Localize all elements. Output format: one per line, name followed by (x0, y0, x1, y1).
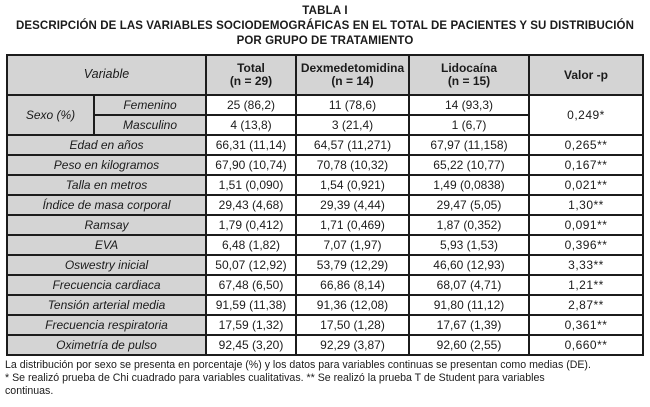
cell-dexmedetomidina: 1,54 (0,921) (295, 173, 410, 196)
cell-valor-p: 0,091** (528, 213, 644, 236)
cell-valor-p: 3,33** (528, 253, 644, 276)
cell-total: 66,31 (11,14) (205, 133, 297, 156)
header-lidocaina: Lidocaína (n = 15) (408, 53, 530, 96)
cell-lidocaina: 1 (6,7) (408, 113, 530, 136)
cell-total: 17,59 (1,32) (205, 313, 297, 336)
table-number-title: TABLA I (302, 5, 348, 17)
table-row-frecuencia-respiratoria: Frecuencia respiratoria 17,59 (1,32) 17,… (6, 313, 644, 336)
cell-dexmedetomidina: 1,71 (0,469) (295, 213, 410, 236)
table-row-talla: Talla en metros 1,51 (0,090) 1,54 (0,921… (6, 173, 644, 196)
table-subtitle: DESCRIPCIÓN DE LAS VARIABLES SOCIODEMOGR… (15, 20, 635, 47)
cell-total: 67,90 (10,74) (205, 153, 297, 176)
cell-lidocaina: 91,80 (11,12) (408, 293, 530, 316)
table-row-oximetria: Oximetría de pulso 92,45 (3,20) 92,29 (3… (6, 333, 644, 356)
cell-lidocaina: 5,93 (1,53) (408, 233, 530, 256)
cell-total: 29,43 (4,68) (205, 193, 297, 216)
table-row-sexo-masculino: Masculino 4 (13,8) 3 (21,4) 1 (6,7) (7, 113, 643, 136)
cell-dexmedetomidina: 91,36 (12,08) (295, 293, 410, 316)
cell-lidocaina: 17,67 (1,39) (408, 313, 530, 336)
cell-lidocaina: 67,97 (11,158) (408, 133, 530, 156)
cell-dexmedetomidina: 53,79 (12,29) (295, 253, 410, 276)
cell-total: 4 (13,8) (205, 113, 297, 136)
table-row-frecuencia-cardiaca: Frecuencia cardiaca 67,48 (6,50) 66,86 (… (6, 273, 644, 296)
row-label: Peso en kilogramos (6, 153, 207, 176)
cell-total: 91,59 (11,38) (205, 293, 297, 316)
cell-dexmedetomidina: 70,78 (10,32) (295, 153, 410, 176)
row-label: Oswestry inicial (6, 253, 207, 276)
header-dexmedetomidina: Dexmedetomidina (n = 14) (295, 53, 410, 96)
row-label: Ramsay (6, 213, 207, 236)
cell-lidocaina: 14 (93,3) (408, 93, 530, 116)
cell-lidocaina: 1,87 (0,352) (408, 213, 530, 236)
cell-valor-p: 0,660** (528, 333, 644, 356)
cell-dexmedetomidina: 66,86 (8,14) (295, 273, 410, 296)
cell-total: 1,51 (0,090) (205, 173, 297, 196)
row-label: Frecuencia respiratoria (6, 313, 207, 336)
table-row-edad: Edad en años 66,31 (11,14) 64,57 (11,271… (6, 133, 644, 156)
row-label: Edad en años (6, 133, 207, 156)
cell-valor-p: 0,167** (528, 153, 644, 176)
sexo-group-label: Sexo (%) (6, 93, 95, 136)
cell-total: 25 (86,2) (205, 93, 297, 116)
cell-total: 1,79 (0,412) (205, 213, 297, 236)
cell-dexmedetomidina: 11 (78,6) (295, 93, 410, 116)
table-row-tension-arterial: Tensión arterial media 91,59 (11,38) 91,… (6, 293, 644, 316)
table-row-eva: EVA 6,48 (1,82) 7,07 (1,97) 5,93 (1,53) … (6, 233, 644, 256)
table-row-imc: Índice de masa corporal 29,43 (4,68) 29,… (6, 193, 644, 216)
row-label: Tensión arterial media (6, 293, 207, 316)
row-label: Índice de masa corporal (6, 193, 207, 216)
cell-lidocaina: 65,22 (10,77) (408, 153, 530, 176)
sexo-sublabel-masculino: Masculino (93, 113, 207, 136)
cell-valor-p: 0,361** (528, 313, 644, 336)
row-label: Frecuencia cardiaca (6, 273, 207, 296)
cell-lidocaina: 1,49 (0,0838) (408, 173, 530, 196)
cell-lidocaina: 29,47 (5,05) (408, 193, 530, 216)
table-row-sexo-femenino: Sexo (%) Femenino 25 (86,2) 11 (78,6) 14… (6, 93, 644, 136)
cell-valor-p: 0,396** (528, 233, 644, 256)
cell-valor-p: 0,021** (528, 173, 644, 196)
cell-dexmedetomidina: 7,07 (1,97) (295, 233, 410, 256)
row-label: EVA (6, 233, 207, 256)
cell-dexmedetomidina: 3 (21,4) (295, 113, 410, 136)
header-valor-p: Valor -p (528, 53, 644, 96)
cell-valor-p-sexo: 0,249* (528, 93, 644, 136)
cell-total: 6,48 (1,82) (205, 233, 297, 256)
cell-valor-p: 1,30** (528, 193, 644, 216)
header-row: Variable Total (n = 29) Dexmedetomidina … (6, 53, 644, 96)
cell-total: 92,45 (3,20) (205, 333, 297, 356)
cell-valor-p: 2,87** (528, 293, 644, 316)
header-total: Total (n = 29) (205, 53, 297, 96)
table-row-peso: Peso en kilogramos 67,90 (10,74) 70,78 (… (6, 153, 644, 176)
sociodemographic-table: Variable Total (n = 29) Dexmedetomidina … (6, 53, 644, 356)
cell-lidocaina: 46,60 (12,93) (408, 253, 530, 276)
cell-dexmedetomidina: 92,29 (3,87) (295, 333, 410, 356)
table-footnote: La distribución por sexo se presenta en … (5, 358, 591, 397)
table-row-oswestry: Oswestry inicial 50,07 (12,92) 53,79 (12… (6, 253, 644, 276)
cell-valor-p: 1,21** (528, 273, 644, 296)
table-row-ramsay: Ramsay 1,79 (0,412) 1,71 (0,469) 1,87 (0… (6, 213, 644, 236)
cell-dexmedetomidina: 17,50 (1,28) (295, 313, 410, 336)
cell-lidocaina: 68,07 (4,71) (408, 273, 530, 296)
cell-valor-p: 0,265** (528, 133, 644, 156)
cell-total: 67,48 (6,50) (205, 273, 297, 296)
cell-lidocaina: 92,60 (2,55) (408, 333, 530, 356)
cell-dexmedetomidina: 64,57 (11,271) (295, 133, 410, 156)
sexo-sublabel-femenino: Femenino (93, 93, 207, 116)
cell-total: 50,07 (12,92) (205, 253, 297, 276)
cell-dexmedetomidina: 29,39 (4,44) (295, 193, 410, 216)
header-variable: Variable (6, 53, 207, 96)
row-label: Talla en metros (6, 173, 207, 196)
row-label: Oximetría de pulso (6, 333, 207, 356)
